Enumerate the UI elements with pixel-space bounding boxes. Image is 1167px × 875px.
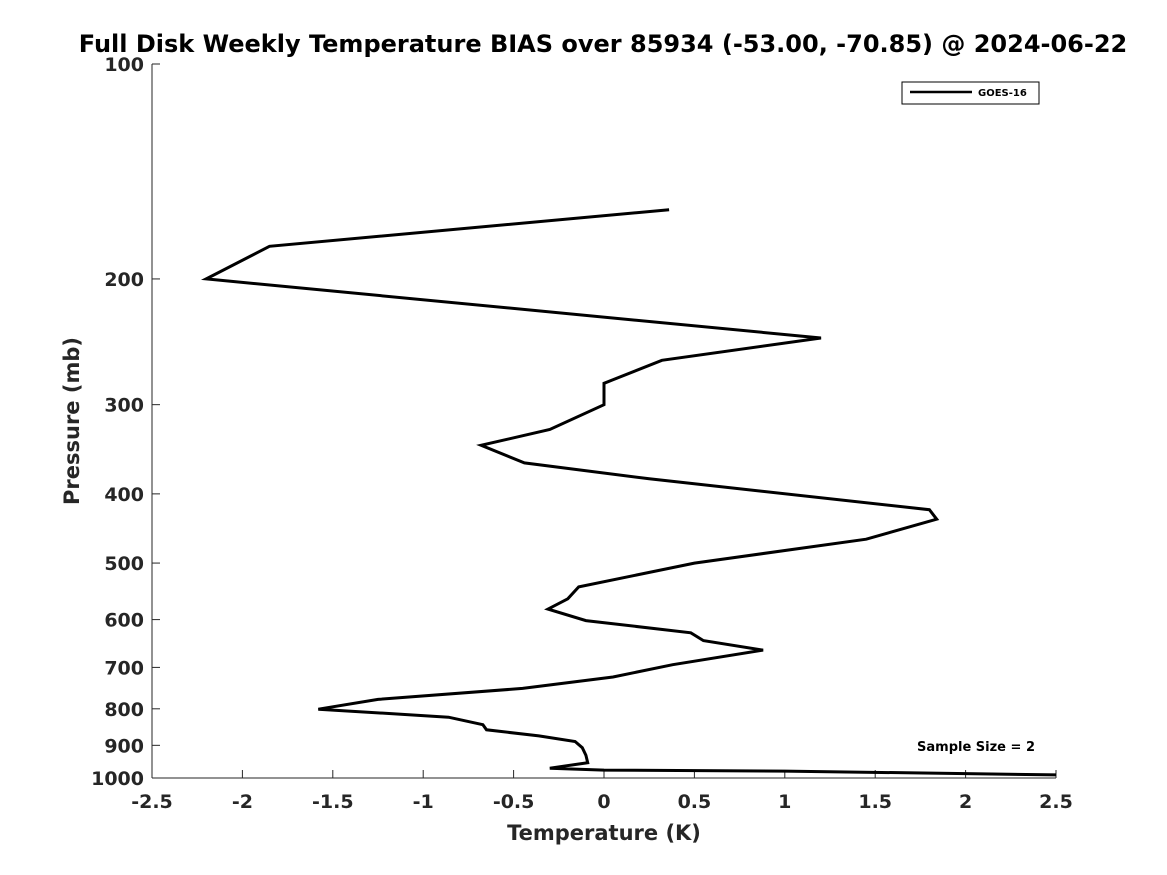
y-tick-label: 300 (104, 395, 144, 417)
y-tick-label: 500 (104, 553, 144, 575)
y-tick-label: 600 (104, 610, 144, 632)
x-tick-label: 2 (959, 791, 972, 813)
x-tick-label: -2 (232, 791, 253, 813)
x-tick-label: -1 (413, 791, 434, 813)
series-line-goes-16 (200, 208, 1057, 777)
x-tick-label: 0.5 (678, 791, 712, 813)
legend: GOES-16 (901, 81, 1040, 105)
x-tick-label: -0.5 (493, 791, 535, 813)
legend-entry-goes-16: GOES-16 (978, 88, 1027, 99)
x-axis-label: Temperature (K) (507, 821, 701, 845)
x-tick-label: 1.5 (858, 791, 892, 813)
y-tick-label: 800 (104, 699, 144, 721)
y-tick-label: 700 (104, 657, 144, 679)
y-tick-label: 200 (104, 269, 144, 291)
y-tick-label: 100 (104, 54, 144, 76)
y-axis-label: Pressure (mb) (60, 337, 84, 505)
x-axis-ticks: -2.5 -2 -1.5 -1 -0.5 0 0.5 1 1.5 2 2.5 (131, 770, 1073, 813)
series-layer (200, 208, 1057, 777)
y-tick-label: 1000 (91, 768, 144, 790)
y-tick-label: 900 (104, 735, 144, 757)
x-tick-label: 1 (778, 791, 791, 813)
chart-title: Full Disk Weekly Temperature BIAS over 8… (79, 30, 1127, 58)
x-tick-label: 2.5 (1039, 791, 1073, 813)
y-axis-ticks: 100 200 300 400 500 600 700 800 900 1000 (91, 54, 160, 790)
x-tick-label: -1.5 (312, 791, 354, 813)
plot-area-frame (152, 64, 1056, 778)
y-tick-label: 400 (104, 484, 144, 506)
sample-size-annotation: Sample Size = 2 (917, 740, 1035, 755)
x-tick-label: 0 (597, 791, 610, 813)
x-tick-label: -2.5 (131, 791, 173, 813)
